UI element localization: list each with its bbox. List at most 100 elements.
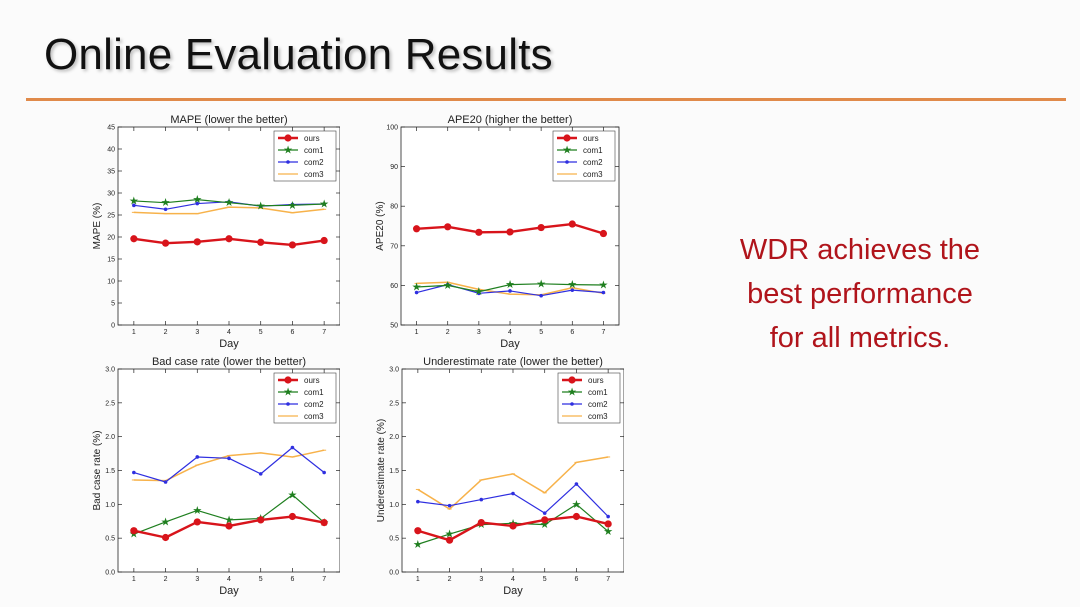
y-tick-label: 1.0 [389, 502, 399, 509]
x-tick-label: 6 [290, 576, 294, 583]
y-axis-label: Underestimate rate (%) [376, 419, 387, 522]
point-com1: ★ [603, 526, 613, 538]
x-tick-label: 7 [322, 329, 326, 336]
y-tick-label: 0.5 [105, 536, 115, 543]
point-com1: ★ [505, 279, 515, 291]
y-tick-label: 2.0 [105, 434, 115, 441]
point-com1: ★ [598, 280, 608, 292]
x-axis-label: Day [219, 338, 239, 350]
x-axis-label: Day [219, 585, 239, 597]
y-tick-label: 0.5 [389, 536, 399, 543]
point-ours [225, 235, 233, 243]
legend-label-com1: com1 [583, 146, 603, 155]
chart-bad-case-rate: Bad case rate (lower the better) 0.0 0.5 1.… [92, 356, 340, 597]
legend-marker-ours [284, 134, 292, 142]
y-tick-label: 50 [390, 323, 398, 330]
point-com1: ★ [224, 514, 234, 526]
point-com1: ★ [567, 279, 577, 291]
point-ours [475, 228, 483, 236]
point-com2 [322, 202, 326, 206]
claim-line-1: WDR achieves the [739, 234, 981, 266]
chart-title: Underestimate rate (lower the better) [423, 356, 603, 368]
slide-title: Online Evaluation Results [44, 30, 553, 79]
point-com1: ★ [192, 505, 202, 517]
legend-marker-com1: ★ [562, 145, 572, 157]
point-com2 [163, 480, 168, 484]
y-tick-label: 60 [390, 283, 398, 290]
claim-line-2: best performance [747, 278, 973, 310]
point-com1: ★ [540, 519, 550, 531]
legend-label-com3: com3 [588, 412, 608, 421]
point-com1: ★ [443, 280, 453, 292]
title-divider [26, 98, 1066, 101]
point-com2 [570, 288, 575, 292]
legend-label-com3: com3 [583, 170, 603, 179]
y-axis-label: Bad case rate (%) [92, 430, 103, 510]
point-ours [130, 235, 138, 243]
x-tick-label: 4 [508, 329, 512, 336]
x-tick-label: 3 [479, 576, 483, 583]
x-tick-label: 7 [606, 576, 610, 583]
point-ours [568, 220, 576, 228]
point-ours [225, 522, 233, 530]
chart-title: Bad case rate (lower the better) [152, 356, 306, 368]
y-tick-label: 2.0 [389, 434, 399, 441]
point-com1: ★ [287, 200, 297, 212]
series-line-com1 [416, 283, 604, 293]
point-ours [288, 512, 297, 521]
point-com2 [195, 201, 200, 206]
y-axis-label: MAPE (%) [92, 203, 103, 250]
x-tick-label: 1 [415, 329, 419, 336]
y-tick-label: 1.5 [105, 468, 115, 475]
point-com2 [227, 456, 231, 461]
legend-marker-com2 [565, 160, 569, 164]
legend-label-ours: ours [304, 376, 320, 385]
point-ours [537, 223, 545, 232]
chart-title: MAPE (lower the better) [170, 114, 287, 126]
point-com2 [416, 499, 420, 504]
point-com1: ★ [256, 200, 266, 212]
series-line-com1 [133, 494, 325, 535]
point-com2 [574, 482, 579, 486]
y-tick-label: 2.5 [105, 400, 115, 407]
y-tick-label: 3.0 [389, 367, 399, 374]
point-ours [257, 238, 265, 246]
point-ours [414, 527, 422, 535]
x-tick-label: 5 [539, 329, 543, 336]
x-tick-label: 6 [290, 329, 294, 336]
y-tick-label: 15 [107, 257, 115, 264]
point-com2 [606, 514, 610, 519]
point-ours [541, 516, 549, 524]
legend-label-com2: com2 [583, 158, 603, 167]
y-tick-label: 25 [107, 213, 115, 220]
legend-label-ours: ours [588, 376, 604, 385]
x-tick-label: 2 [164, 329, 168, 336]
y-tick-label: 35 [107, 169, 115, 176]
point-ours [320, 519, 328, 527]
point-com1: ★ [319, 199, 329, 211]
point-com2 [258, 472, 263, 476]
x-tick-label: 5 [543, 576, 547, 583]
legend-label-com1: com1 [304, 146, 324, 155]
legend-label-com1: com1 [588, 388, 608, 397]
point-ours [193, 518, 201, 526]
x-tick-label: 1 [132, 329, 136, 336]
point-com1: ★ [161, 516, 171, 528]
point-com1: ★ [161, 197, 171, 209]
legend-marker-com2 [286, 160, 290, 164]
chart-title: APE20 (higher the better) [448, 114, 573, 126]
point-com2 [414, 290, 419, 295]
point-ours [445, 536, 454, 544]
y-tick-label: 40 [107, 147, 115, 154]
point-ours [257, 516, 265, 524]
y-tick-label: 2.5 [389, 400, 399, 407]
point-ours [444, 223, 452, 231]
point-com1: ★ [571, 499, 581, 511]
point-com2 [132, 470, 136, 475]
point-com2 [542, 511, 547, 515]
point-com1: ★ [474, 286, 484, 298]
point-com2 [601, 290, 606, 295]
legend-label-com2: com2 [304, 158, 324, 167]
point-com1: ★ [412, 281, 422, 293]
legend-marker-com1: ★ [283, 145, 293, 157]
